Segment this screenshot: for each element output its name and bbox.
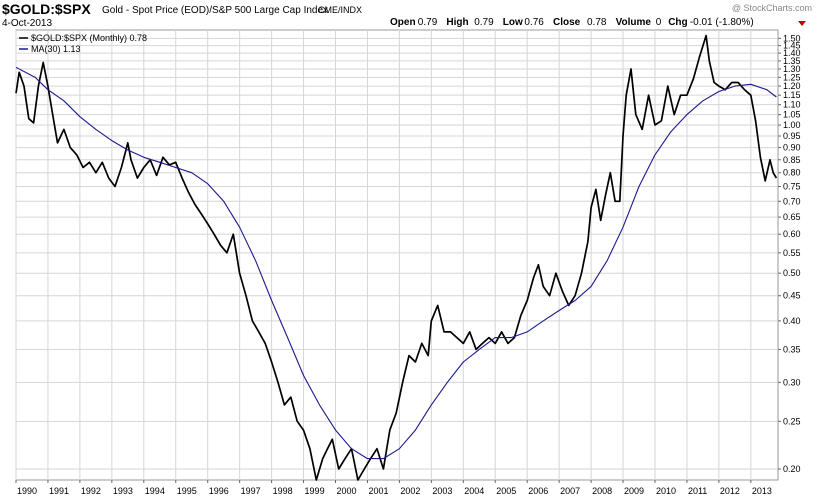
y-tick-label: 1.05	[783, 110, 801, 120]
ma-line	[15, 66, 777, 460]
ohlc-value: 0.78	[587, 17, 607, 28]
price-line	[15, 34, 778, 481]
x-tick-label: 2002	[400, 486, 420, 496]
x-tick-label: 2007	[560, 486, 580, 496]
x-tick-label: 1990	[17, 486, 37, 496]
x-tick-label: 1994	[145, 486, 165, 496]
y-tick-label: 1.15	[783, 90, 801, 100]
y-tick-label: 1.50	[783, 33, 801, 43]
y-tick-label: 1.40	[783, 48, 801, 58]
y-tick-label: 0.30	[783, 377, 801, 387]
y-tick-label: 0.75	[783, 182, 801, 192]
ohlc-value: 0.79	[474, 17, 494, 28]
y-tick-label: 0.50	[783, 268, 801, 278]
x-tick-label: 2000	[336, 486, 356, 496]
y-tick-label: 1.30	[783, 64, 801, 74]
y-tick-label: 1.45	[783, 41, 801, 51]
y-tick-label: 0.65	[783, 212, 801, 222]
x-tick-label: 2005	[496, 486, 516, 496]
y-tick-label: 1.35	[783, 56, 801, 66]
x-tick-label: 1999	[305, 486, 325, 496]
x-tick-label: 1995	[177, 486, 197, 496]
series-layer	[15, 34, 778, 481]
x-tick-label: 1993	[113, 486, 133, 496]
ohlc-label: Open	[390, 17, 416, 28]
ohlc-readout: Open 0.79 High 0.79 Low 0.76 Close 0.78 Volume 0 C…	[390, 17, 754, 28]
x-tick-label: 2009	[624, 486, 644, 496]
y-tick-label: 0.45	[783, 291, 801, 301]
ohlc-label: Chg	[668, 17, 687, 28]
chart-watermark: @ StockCharts.com	[732, 3, 812, 13]
x-tick-label: 1998	[273, 486, 293, 496]
chart-exchange: CME/INDX	[318, 5, 362, 15]
ohlc-label: Volume	[616, 17, 652, 28]
y-tick-label: 0.40	[783, 316, 801, 326]
x-tick-label: 2008	[592, 486, 612, 496]
y-tick-label: 0.70	[783, 196, 801, 206]
x-tick-label: 2001	[368, 486, 388, 496]
x-tick-label: 2011	[688, 486, 707, 496]
x-tick-label: 1996	[209, 486, 229, 496]
ohlc-label: Low	[503, 17, 523, 28]
chart-symbol: $GOLD:$SPX	[2, 1, 91, 17]
y-tick-label: 0.35	[783, 344, 801, 354]
legend-price-label: $GOLD:$SPX (Monthly) 0.78	[31, 33, 147, 43]
y-axis: 1.501.451.401.351.301.251.201.151.101.05…	[778, 33, 801, 474]
x-tick-label: 1997	[241, 486, 261, 496]
x-tick-label: 2003	[432, 486, 452, 496]
legend: $GOLD:$SPX (Monthly) 0.78 MA(30) 1.13	[19, 33, 147, 54]
x-tick-label: 2013	[752, 486, 772, 496]
chart-date: 4-Oct-2013	[2, 18, 52, 29]
ohlc-value: 0.79	[418, 17, 438, 28]
y-tick-label: 1.20	[783, 81, 801, 91]
y-tick-label: 0.85	[783, 155, 801, 165]
y-tick-label: 0.25	[783, 416, 801, 426]
grid	[15, 30, 778, 480]
y-tick-label: 0.90	[783, 143, 801, 153]
chart-description: Gold - Spot Price (EOD)/S&P 500 Large Ca…	[102, 5, 328, 16]
ohlc-value: 0	[656, 17, 662, 28]
y-tick-label: 1.25	[783, 72, 801, 82]
y-tick-label: 0.20	[783, 464, 801, 474]
x-tick-label: 2012	[720, 486, 740, 496]
ohlc-value: -0.01 (-1.80%)	[690, 17, 754, 28]
y-tick-label: 0.55	[783, 248, 801, 258]
x-tick-label: 2004	[464, 486, 484, 496]
y-tick-label: 0.95	[783, 131, 801, 141]
y-tick-label: 1.00	[783, 120, 801, 130]
y-tick-label: 1.10	[783, 100, 801, 110]
x-tick-label: 2010	[656, 486, 676, 496]
x-axis: 1990 1991 1992 1993 1994 1995 1996 1997 1998 1999…	[15, 480, 772, 496]
y-tick-label: 0.80	[783, 168, 801, 178]
change-down-icon	[798, 21, 806, 26]
ohlc-label: Close	[553, 17, 581, 28]
ohlc-label: High	[446, 17, 468, 28]
legend-ma-label: MA(30) 1.13	[31, 44, 81, 54]
ohlc-value: 0.76	[524, 17, 544, 28]
y-tick-label: 0.60	[783, 229, 801, 239]
x-tick-label: 1991	[49, 486, 69, 496]
x-tick-label: 1992	[81, 486, 101, 496]
x-tick-label: 2006	[528, 486, 548, 496]
